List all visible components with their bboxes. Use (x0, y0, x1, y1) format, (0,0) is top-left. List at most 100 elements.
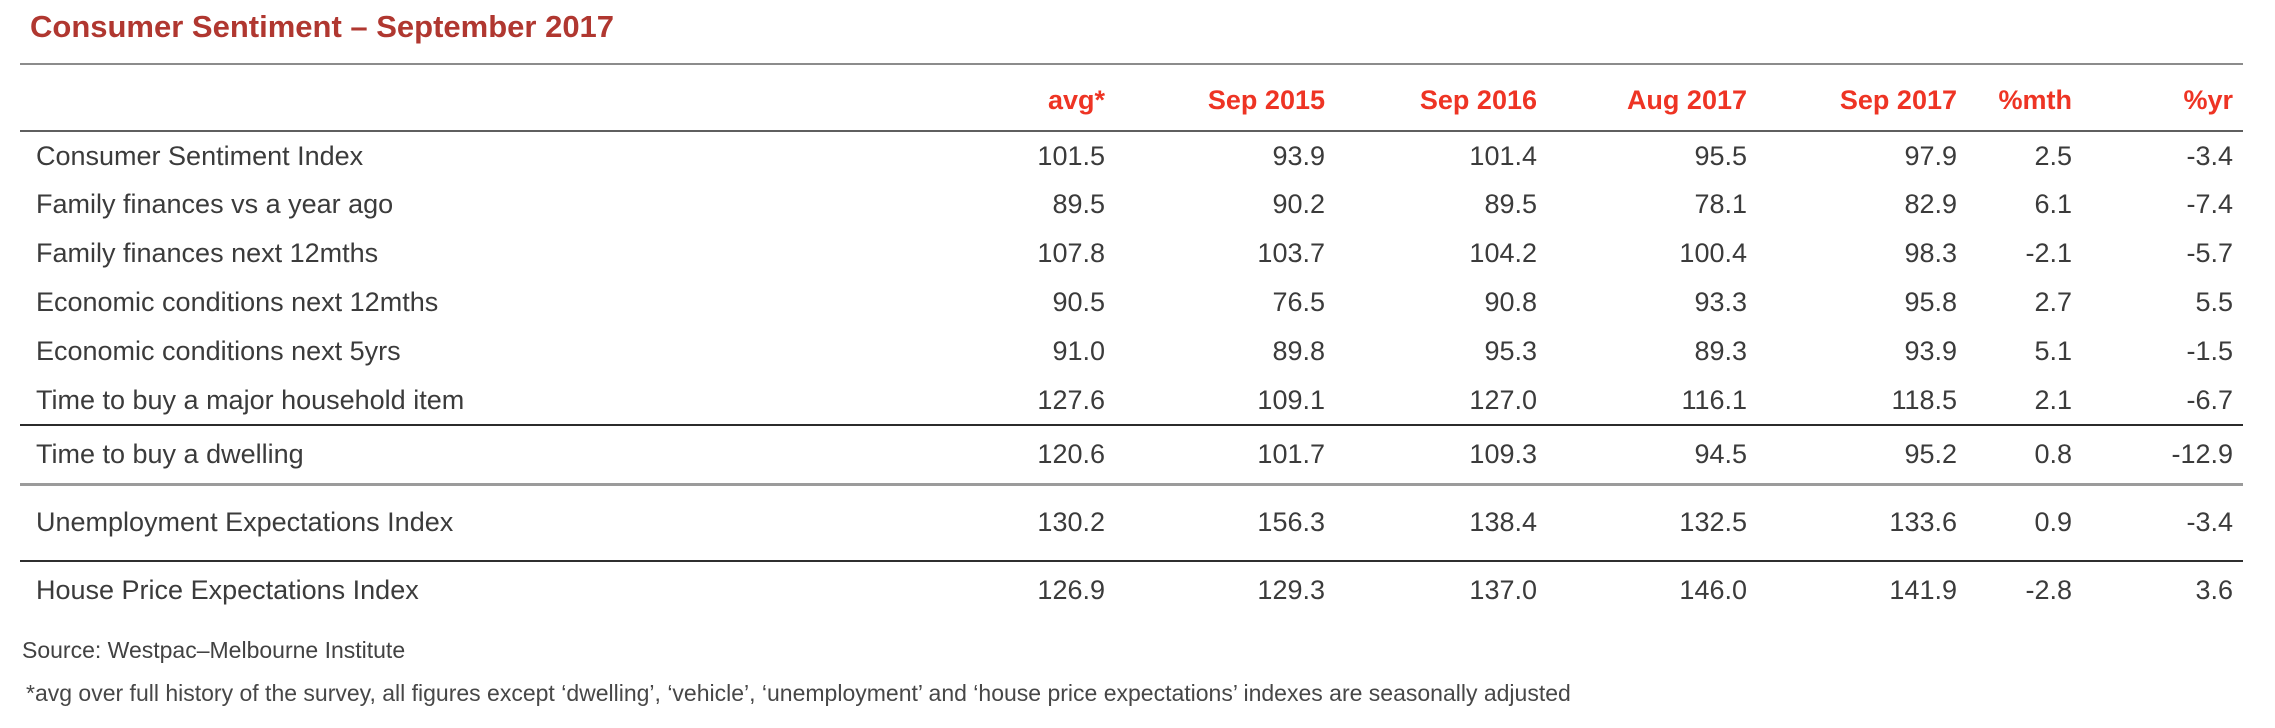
row-label: Time to buy a dwelling (20, 424, 640, 484)
cell-avg: 91.0 (1052, 336, 1105, 366)
cell-sep2017: 82.9 (1904, 189, 1957, 219)
column-header-aug2017: Aug 2017 (1537, 65, 1747, 132)
cell-sep2017: 95.2 (1747, 424, 1957, 484)
cell-sep2016: 90.8 (1484, 287, 1537, 317)
cell-sep2015: 129.3 (1105, 560, 1325, 619)
table-row: Consumer Sentiment Index 101.5 93.9 101.… (20, 131, 2243, 180)
cell-aug2017: 89.3 (1694, 336, 1747, 366)
cell-sep2016: 95.3 (1484, 336, 1537, 366)
cell-sep2017: 93.9 (1904, 336, 1957, 366)
cell-pct-yr: -3.4 (2072, 482, 2243, 561)
cell-pct-yr: 3.6 (2072, 560, 2243, 619)
section-house-price: House Price Expectations Index 126.9 129… (20, 560, 2243, 619)
cell-pct-yr: -7.4 (2186, 189, 2233, 219)
cell-avg: 89.5 (1052, 189, 1105, 219)
cell-avg: 130.2 (640, 482, 1105, 561)
cell-sep2015: 109.1 (1257, 384, 1325, 415)
cell-sep2015: 101.7 (1105, 424, 1325, 484)
cell-sep2015: 156.3 (1105, 482, 1325, 561)
table-row: House Price Expectations Index 126.9 129… (20, 560, 2243, 619)
cell-pct-mth: -2.1 (2025, 238, 2072, 268)
footnote-line: *avg over full history of the survey, al… (26, 680, 1571, 706)
row-label: Family finances vs a year ago (36, 189, 394, 219)
title-divider (20, 63, 2243, 65)
cell-pct-yr: -1.5 (2186, 336, 2233, 366)
table-row: Time to buy a dwelling 120.6 101.7 109.3… (20, 424, 2243, 484)
row-label: House Price Expectations Index (20, 560, 640, 619)
table-row: Unemployment Expectations Index 130.2 15… (20, 482, 2243, 561)
table-row: Economic conditions next 12mths 90.5 76.… (20, 278, 2243, 327)
row-label: Economic conditions next 5yrs (36, 336, 401, 366)
page-title: Consumer Sentiment – September 2017 (30, 9, 615, 44)
table-row: Economic conditions next 5yrs 91.0 89.8 … (20, 327, 2243, 376)
cell-aug2017: 93.3 (1694, 287, 1747, 317)
cell-sep2015: 93.9 (1272, 140, 1325, 171)
cell-pct-mth: 0.8 (1957, 424, 2072, 484)
cell-sep2017: 141.9 (1747, 560, 1957, 619)
cell-sep2016: 89.5 (1484, 189, 1537, 219)
cell-sep2016: 101.4 (1469, 140, 1537, 171)
cell-pct-mth: 0.9 (1957, 482, 2072, 561)
cell-pct-yr: -3.4 (2186, 140, 2233, 171)
cell-sep2017: 95.8 (1904, 287, 1957, 317)
cell-sep2017: 133.6 (1747, 482, 1957, 561)
column-header-sep2017: Sep 2017 (1747, 65, 1957, 132)
cell-avg: 127.6 (1037, 384, 1105, 415)
cell-aug2017: 146.0 (1537, 560, 1747, 619)
header-row: avg* Sep 2015 Sep 2016 Aug 2017 Sep 2017… (20, 65, 2243, 132)
cell-sep2017: 98.3 (1904, 238, 1957, 268)
section-dwelling: Time to buy a dwelling 120.6 101.7 109.3… (20, 424, 2243, 484)
cell-sep2016: 109.3 (1325, 424, 1537, 484)
cell-avg: 90.5 (1052, 287, 1105, 317)
cell-sep2015: 76.5 (1272, 287, 1325, 317)
column-header-sep2016: Sep 2016 (1325, 65, 1537, 132)
row-label: Economic conditions next 12mths (36, 287, 439, 317)
cell-aug2017: 95.5 (1694, 140, 1747, 171)
cell-sep2017: 118.5 (1891, 384, 1957, 415)
cell-aug2017: 116.1 (1681, 384, 1747, 415)
cell-sep2017: 97.9 (1904, 140, 1957, 171)
cell-pct-yr: -5.7 (2186, 238, 2233, 268)
cell-sep2016: 127.0 (1469, 384, 1537, 415)
cell-avg: 120.6 (640, 424, 1105, 484)
source-line: Source: Westpac–Melbourne Institute (22, 637, 406, 663)
section-unemployment: Unemployment Expectations Index 130.2 15… (20, 482, 2243, 561)
row-label: Time to buy a major household item (36, 384, 465, 415)
table-footer: Source: Westpac–Melbourne Institute *avg… (22, 635, 2275, 708)
consumer-sentiment-table: avg* Sep 2015 Sep 2016 Aug 2017 Sep 2017… (20, 65, 2243, 619)
header-label-spacer (20, 65, 640, 132)
row-label: Consumer Sentiment Index (36, 140, 364, 171)
cell-avg: 107.8 (1037, 238, 1105, 268)
row-label: Family finances next 12mths (36, 238, 379, 268)
row-label: Unemployment Expectations Index (20, 482, 640, 561)
table-header: avg* Sep 2015 Sep 2016 Aug 2017 Sep 2017… (20, 65, 2243, 132)
cell-pct-mth: -2.8 (1957, 560, 2072, 619)
cell-pct-mth: 2.1 (2034, 384, 2072, 415)
cell-sep2015: 90.2 (1272, 189, 1325, 219)
table-row: Time to buy a major household item 127.6… (20, 376, 2243, 425)
column-header-sep2015: Sep 2015 (1105, 65, 1325, 132)
column-header-pct-yr: %yr (2072, 65, 2243, 132)
cell-avg: 126.9 (640, 560, 1105, 619)
column-header-avg: avg* (640, 65, 1105, 132)
table-row: Family finances next 12mths 107.8 103.7 … (20, 229, 2243, 278)
cell-pct-mth: 5.1 (2034, 336, 2072, 366)
cell-pct-mth: 6.1 (2034, 189, 2072, 219)
cell-sep2016: 104.2 (1469, 238, 1537, 268)
cell-pct-yr: 5.5 (2195, 287, 2233, 317)
cell-pct-yr: -6.7 (2186, 384, 2233, 415)
cell-pct-mth: 2.7 (2034, 287, 2072, 317)
cell-aug2017: 100.4 (1679, 238, 1747, 268)
table-row: Family finances vs a year ago 89.5 90.2 … (20, 180, 2243, 229)
cell-sep2015: 89.8 (1272, 336, 1325, 366)
cell-aug2017: 94.5 (1537, 424, 1747, 484)
cell-aug2017: 132.5 (1537, 482, 1747, 561)
cell-sep2016: 137.0 (1325, 560, 1537, 619)
section-main-indexes: Consumer Sentiment Index 101.5 93.9 101.… (20, 131, 2243, 425)
cell-sep2015: 103.7 (1257, 238, 1325, 268)
cell-avg: 101.5 (1037, 140, 1105, 171)
cell-pct-mth: 2.5 (2034, 140, 2072, 171)
cell-aug2017: 78.1 (1694, 189, 1747, 219)
column-header-pct-mth: %mth (1957, 65, 2072, 132)
